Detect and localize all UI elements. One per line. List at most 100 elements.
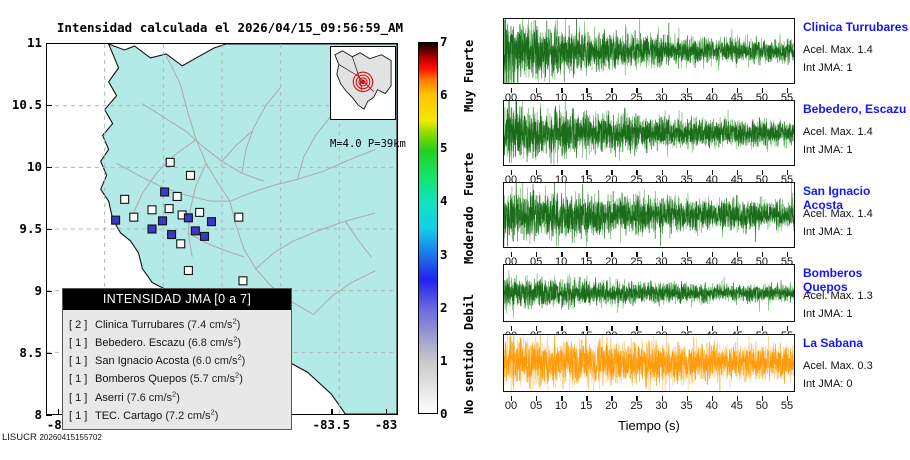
waveform-tick-label: 25: [630, 400, 643, 412]
map-station-marker[interactable]: [167, 230, 177, 240]
waveform-tick-mark: [736, 170, 739, 175]
waveform-station-name[interactable]: Clinica Turrubares: [803, 20, 909, 34]
map-ytick-mark: [46, 167, 52, 169]
waveform-tick-mark: [761, 396, 764, 401]
intensity-legend: INTENSIDAD JMA [0 a 7] [ 2 ] Clinica Turr…: [62, 288, 292, 430]
legend-value: (6.8 cm/s2): [187, 334, 242, 349]
legend-row: [ 1 ] San Ignacio Acosta (6.0 cm/s2): [69, 351, 291, 369]
waveform-panel[interactable]: [503, 334, 795, 392]
map-station-marker[interactable]: [172, 191, 182, 202]
colorbar-category-label: No sentido: [462, 341, 476, 414]
waveform-station-name[interactable]: San Ignacio Acosta: [803, 184, 871, 212]
waveform-tick-label: 45: [730, 400, 743, 412]
waveform-jma-intensity: Int JMA: 1: [803, 308, 853, 320]
map-station-marker[interactable]: [147, 224, 157, 234]
map-ytick-label: 8.5: [19, 345, 42, 360]
waveform-tick-label: 20: [605, 400, 618, 412]
waveform-tick-mark: [586, 252, 588, 257]
waveform-xaxis-label: Tiempo (s): [618, 418, 680, 433]
legend-station: Bomberos Quepos: [95, 373, 187, 386]
map-station-marker[interactable]: [176, 239, 186, 249]
waveform-jma-intensity: Int JMA: 1: [803, 62, 853, 74]
waveform-tick-mark: [761, 326, 764, 331]
waveform-trace: [504, 19, 794, 83]
map-station-marker[interactable]: [129, 212, 139, 222]
waveform-tick-mark: [586, 88, 588, 93]
legend-row: [ 2 ] Clinica Turrubares (7.4 cm/s2): [69, 314, 291, 332]
waveform-tick-mark: [661, 396, 663, 401]
waveform-tick-mark: [636, 396, 638, 401]
colorbar-tick-label: 5: [440, 140, 448, 156]
waveform-station-name[interactable]: La Sabana: [803, 336, 864, 350]
waveform-tick-mark: [561, 88, 563, 93]
colorbar-category-label: Moderado: [462, 206, 476, 264]
waveform-tick-mark: [511, 326, 513, 331]
watermark-prefix: LISUCR: [2, 432, 40, 443]
waveform-tick-mark: [611, 252, 613, 257]
waveform-tick-mark: [761, 170, 764, 175]
waveform-tick-mark: [611, 88, 613, 93]
map-ytick-label: 10.5: [11, 97, 42, 112]
map-station-marker[interactable]: [206, 217, 216, 227]
waveform-tick-mark: [736, 252, 739, 257]
map-station-marker[interactable]: [164, 204, 174, 214]
map-xtick-mark: [58, 409, 60, 415]
legend-station: TEC. Cartago: [95, 409, 163, 422]
map-station-marker[interactable]: [147, 205, 157, 215]
waveform-panel[interactable]: [503, 100, 795, 166]
waveform-tick-mark: [536, 170, 538, 175]
waveform-tick-mark: [611, 326, 613, 331]
map-station-marker[interactable]: [234, 212, 244, 222]
map-ytick-mark: [46, 415, 52, 417]
waveform-tick-mark: [511, 170, 513, 175]
waveform-tick-mark: [636, 88, 638, 93]
map-station-marker[interactable]: [238, 276, 248, 286]
waveform-tick-label: 55: [780, 400, 794, 412]
colorbar-tick-label: 1: [440, 352, 448, 368]
map-station-marker[interactable]: [199, 231, 210, 241]
waveform-station-name[interactable]: Bebedero, Escazu: [803, 102, 907, 116]
waveform-tick-mark: [686, 252, 689, 257]
map-xtick-label: -83.5: [312, 417, 351, 432]
legend-rows: [ 2 ] Clinica Turrubares (7.4 cm/s2)[ 1 ]…: [63, 310, 291, 429]
legend-row: [ 1 ] Bebedero. Escazu (6.8 cm/s2): [69, 332, 291, 350]
map-ytick-mark: [46, 229, 52, 231]
legend-count: [ 1 ]: [69, 355, 88, 368]
legend-count: [ 1 ]: [69, 409, 88, 422]
colorbar-category-label: Fuerte: [462, 152, 476, 196]
waveform-tick-mark: [536, 396, 538, 401]
waveform-tick-mark: [661, 326, 663, 331]
waveform-tick-mark: [561, 326, 563, 331]
waveform-panel[interactable]: [503, 18, 795, 84]
waveform-tick-mark: [686, 326, 689, 331]
waveform-max-acceleration: Acel. Max. 1.4: [803, 44, 873, 56]
map-ytick-mark: [46, 353, 52, 355]
map-station-marker[interactable]: [183, 265, 193, 276]
waveform-station-name[interactable]: Bomberos Quepos: [803, 266, 863, 294]
waveform-trace: [504, 335, 794, 391]
map-station-marker[interactable]: [160, 187, 170, 197]
map-station-marker[interactable]: [190, 226, 200, 236]
map-station-marker[interactable]: [195, 207, 205, 217]
waveform-tick-mark: [787, 252, 789, 257]
waveform-tick-mark: [711, 252, 714, 257]
waveform-tick-mark: [561, 170, 563, 175]
waveform-panel[interactable]: [503, 264, 795, 322]
map-station-marker[interactable]: [183, 213, 193, 223]
waveform-tick-mark: [736, 88, 739, 93]
waveform-tick-mark: [511, 396, 513, 401]
map-station-marker[interactable]: [185, 170, 196, 180]
legend-value: (6.0 cm/s2): [192, 352, 246, 368]
map-station-marker[interactable]: [165, 157, 175, 167]
map-station-marker[interactable]: [120, 194, 130, 204]
map-xtick-label: -83: [374, 417, 398, 432]
waveform-panel[interactable]: [503, 182, 795, 248]
waveform-tick-mark: [711, 88, 714, 93]
map-ytick-label: 9.5: [19, 221, 42, 236]
locator-inset-map[interactable]: [330, 46, 396, 120]
waveform-tick-mark: [787, 396, 789, 401]
map-ytick-label: 10: [26, 159, 42, 174]
map-station-marker[interactable]: [158, 216, 168, 226]
waveform-tick-mark: [711, 170, 714, 175]
map-station-marker[interactable]: [111, 215, 121, 225]
